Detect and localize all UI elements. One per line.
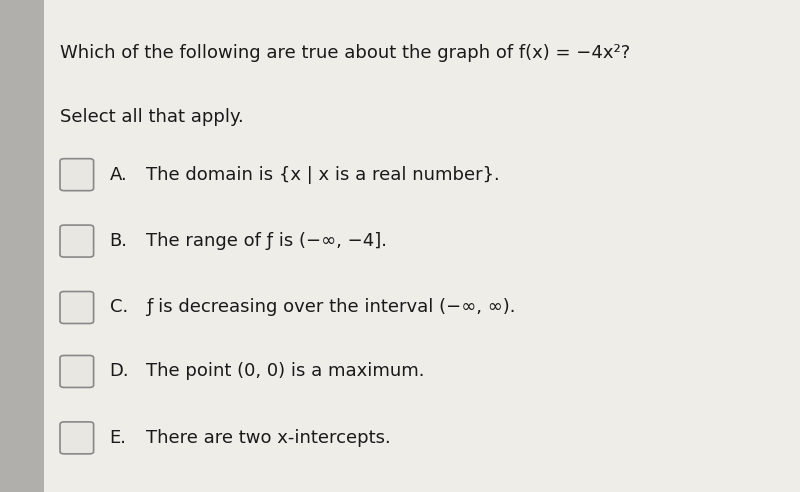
Text: The range of ƒ is (−∞, −4].: The range of ƒ is (−∞, −4].: [146, 232, 386, 250]
FancyBboxPatch shape: [60, 158, 94, 190]
FancyBboxPatch shape: [60, 355, 94, 388]
Text: D.: D.: [110, 363, 130, 380]
FancyBboxPatch shape: [60, 422, 94, 454]
Text: There are two x-intercepts.: There are two x-intercepts.: [146, 429, 390, 447]
Text: Select all that apply.: Select all that apply.: [60, 108, 244, 126]
Bar: [0, 0, 44, 492]
Text: E.: E.: [110, 429, 126, 447]
Text: B.: B.: [110, 232, 128, 250]
Text: A.: A.: [110, 166, 127, 184]
Text: Which of the following are true about the graph of f(x) = −4x²?: Which of the following are true about th…: [60, 44, 630, 62]
Text: ƒ is decreasing over the interval (−∞, ∞).: ƒ is decreasing over the interval (−∞, ∞…: [146, 299, 515, 316]
Text: The point (0, 0) is a maximum.: The point (0, 0) is a maximum.: [146, 363, 424, 380]
FancyBboxPatch shape: [60, 291, 94, 324]
Text: The domain is {x | x is a real number}.: The domain is {x | x is a real number}.: [146, 166, 499, 184]
FancyBboxPatch shape: [60, 225, 94, 257]
Text: C.: C.: [110, 299, 128, 316]
